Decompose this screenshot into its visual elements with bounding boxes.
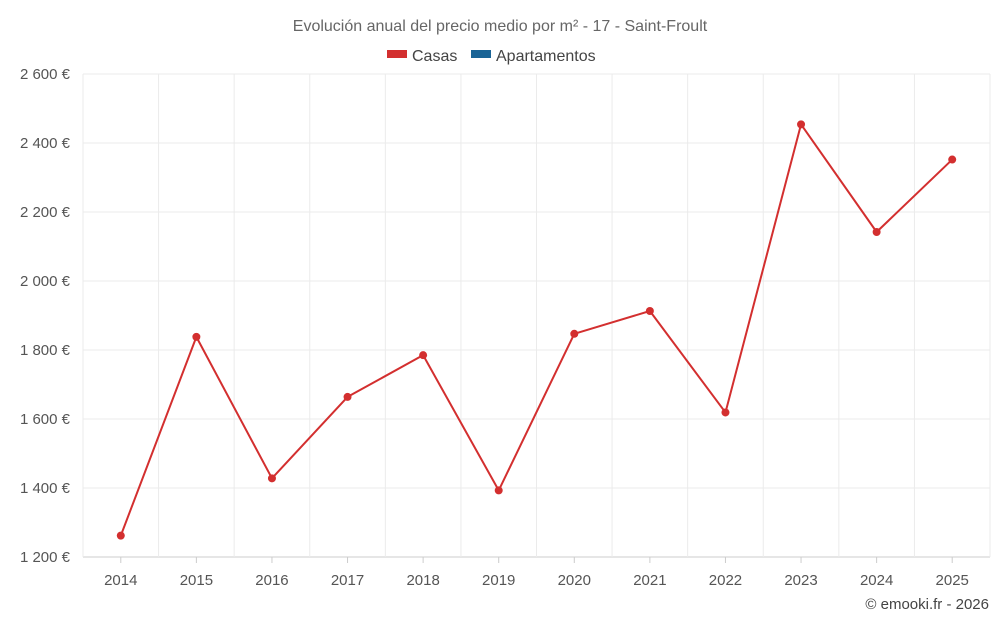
legend: Casas Apartamentos [387,48,596,65]
y-tick-label: 1 400 € [20,480,71,497]
y-tick-label: 2 200 € [20,204,71,221]
y-tick-label: 1 600 € [20,411,71,428]
series-casas [116,120,957,540]
legend-label-apartamentos: Apartamentos [496,48,596,65]
x-tick-label: 2024 [860,572,893,589]
x-tick-label: 2016 [255,572,288,589]
data-point-casas-2024[interactable] [872,228,881,237]
x-tick-label: 2023 [784,572,817,589]
legend-swatch-casas [387,50,407,58]
data-point-casas-2022[interactable] [721,408,730,417]
data-point-casas-2016[interactable] [267,474,276,483]
x-tick-label: 2017 [331,572,364,589]
x-tick-label: 2018 [406,572,439,589]
data-point-casas-2021[interactable] [645,307,654,316]
data-point-casas-2020[interactable] [570,329,579,338]
legend-item-casas[interactable]: Casas [387,48,457,65]
legend-item-apartamentos[interactable]: Apartamentos [471,48,596,65]
legend-label-casas: Casas [412,48,457,65]
x-tick-label: 2014 [104,572,137,589]
y-tick-label: 1 800 € [20,342,71,359]
y-tick-label: 2 000 € [20,273,71,290]
credit-text: © emooki.fr - 2026 [865,596,989,613]
chart-title: Evolución anual del precio medio por m² … [293,18,708,35]
x-tick-label: 2015 [180,572,213,589]
data-point-casas-2015[interactable] [192,332,201,341]
x-tick-label: 2025 [936,572,969,589]
x-tick-label: 2022 [709,572,742,589]
y-tick-label: 1 200 € [20,549,71,566]
data-point-casas-2014[interactable] [116,531,125,540]
series-line-casas [119,123,953,536]
data-point-casas-2017[interactable] [343,392,352,401]
data-point-casas-2025[interactable] [948,155,957,164]
data-point-casas-2018[interactable] [419,351,428,360]
x-axis-labels: 2014 2015 2016 2017 2018 2019 2020 2021 2022 2023… [104,557,969,589]
x-tick-label: 2021 [633,572,666,589]
grid [82,73,991,558]
legend-swatch-apartamentos [471,50,491,58]
data-point-casas-2019[interactable] [494,486,503,495]
x-tick-label: 2020 [558,572,591,589]
y-tick-label: 2 400 € [20,135,71,152]
x-tick-label: 2019 [482,572,515,589]
data-point-casas-2023[interactable] [797,120,806,129]
y-axis-labels: 1 200 € 1 400 € 1 600 € 1 800 € 2 000 € 2 200… [20,66,71,566]
y-tick-label: 2 600 € [20,66,71,83]
